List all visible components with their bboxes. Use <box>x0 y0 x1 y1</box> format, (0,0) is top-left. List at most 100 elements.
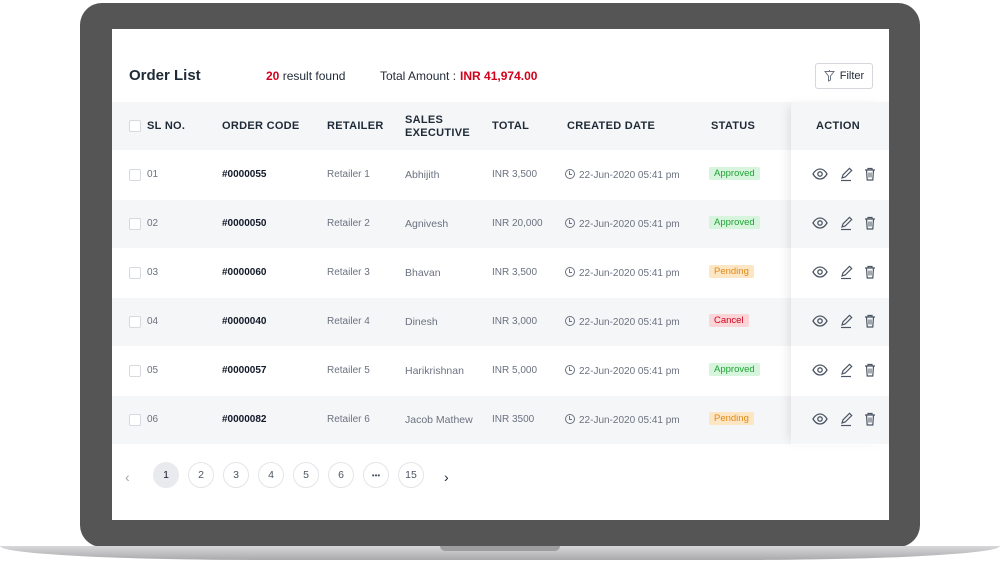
page-4-button[interactable]: 4 <box>258 462 284 488</box>
header-created-date: CREATED DATE <box>567 120 656 132</box>
eye-icon[interactable] <box>812 264 828 280</box>
eye-icon[interactable] <box>812 411 828 427</box>
table-row: 01 #0000055 Retailer 1 Abhijith INR 3,50… <box>112 151 889 199</box>
row-order-code[interactable]: #0000040 <box>222 316 267 327</box>
row-order-code[interactable]: #0000055 <box>222 169 267 180</box>
page-1-button[interactable]: 1 <box>153 462 179 488</box>
header-action-cell: ACTION <box>791 102 889 150</box>
row-sales-executive: Harikrishnan <box>405 365 464 377</box>
trash-icon[interactable] <box>862 215 878 231</box>
row-order-code[interactable]: #0000057 <box>222 365 267 376</box>
row-total: INR 3,000 <box>492 316 538 327</box>
row-order-code[interactable]: #0000060 <box>222 267 267 278</box>
clock-icon <box>565 365 575 375</box>
row-created-date-text: 22-Jun-2020 05:41 pm <box>579 268 680 279</box>
row-total: INR 3,500 <box>492 169 538 180</box>
eye-icon[interactable] <box>812 362 828 378</box>
edit-icon[interactable] <box>838 215 854 231</box>
header-total: TOTAL <box>492 120 530 132</box>
select-all-checkbox[interactable] <box>129 120 141 132</box>
page-title: Order List <box>129 67 201 84</box>
row-sl: 02 <box>147 218 159 229</box>
edit-icon[interactable] <box>838 313 854 329</box>
clock-icon <box>565 169 575 179</box>
row-total: INR 3,500 <box>492 267 538 278</box>
row-checkbox[interactable] <box>129 414 141 426</box>
row-created-date: 22-Jun-2020 05:41 pm <box>565 365 680 377</box>
action-cell <box>791 396 889 444</box>
edit-icon[interactable] <box>838 166 854 182</box>
row-sales-executive: Jacob Mathew <box>405 414 473 426</box>
header-sales-executive: SALES EXECUTIVE <box>405 114 475 140</box>
page-5-button[interactable]: 5 <box>293 462 319 488</box>
chevron-right-icon[interactable]: › <box>444 469 449 485</box>
action-cell <box>791 200 889 248</box>
row-created-date: 22-Jun-2020 05:41 pm <box>565 414 680 426</box>
page-6-button[interactable]: 6 <box>328 462 354 488</box>
filter-icon <box>823 70 835 82</box>
edit-icon[interactable] <box>838 264 854 280</box>
row-total: INR 20,000 <box>492 218 543 229</box>
row-created-date: 22-Jun-2020 05:41 pm <box>565 316 680 328</box>
trash-icon[interactable] <box>862 362 878 378</box>
table-row: 05 #0000057 Retailer 5 Harikrishnan INR … <box>112 347 889 395</box>
action-cell <box>791 347 889 395</box>
row-sl: 05 <box>147 365 159 376</box>
row-order-code[interactable]: #0000050 <box>222 218 267 229</box>
row-sl: 03 <box>147 267 159 278</box>
row-checkbox[interactable] <box>129 169 141 181</box>
row-total: INR 3500 <box>492 414 535 425</box>
row-checkbox[interactable] <box>129 316 141 328</box>
row-retailer: Retailer 4 <box>327 316 370 327</box>
header-bar: Order List 20 result found Total Amount … <box>112 29 889 102</box>
page-2-button[interactable]: 2 <box>188 462 214 488</box>
header-sales-executive-line2: EXECUTIVE <box>405 127 471 139</box>
page-ellipsis[interactable]: ••• <box>363 462 389 488</box>
table-header: SL NO. ORDER CODE RETAILER SALES EXECUTI… <box>112 102 889 150</box>
row-retailer: Retailer 5 <box>327 365 370 376</box>
table-row: 03 #0000060 Retailer 3 Bhavan INR 3,500 … <box>112 249 889 297</box>
row-sl: 01 <box>147 169 159 180</box>
row-total: INR 5,000 <box>492 365 538 376</box>
row-sales-executive: Bhavan <box>405 267 441 279</box>
page-15-button[interactable]: 15 <box>398 462 424 488</box>
header-status: STATUS <box>711 120 756 132</box>
eye-icon[interactable] <box>812 313 828 329</box>
edit-icon[interactable] <box>838 362 854 378</box>
table-row: 04 #0000040 Retailer 4 Dinesh INR 3,000 … <box>112 298 889 346</box>
trash-icon[interactable] <box>862 313 878 329</box>
row-checkbox[interactable] <box>129 267 141 279</box>
action-column: ACTION <box>791 102 889 445</box>
row-retailer: Retailer 6 <box>327 414 370 425</box>
result-number: 20 <box>266 69 280 83</box>
table-row: 06 #0000082 Retailer 6 Jacob Mathew INR … <box>112 396 889 444</box>
row-created-date: 22-Jun-2020 05:41 pm <box>565 218 680 230</box>
row-sales-executive: Agnivesh <box>405 218 449 230</box>
trash-icon[interactable] <box>862 411 878 427</box>
trash-icon[interactable] <box>862 264 878 280</box>
edit-icon[interactable] <box>838 411 854 427</box>
result-count: 20 result found <box>266 69 345 83</box>
header-sl-no: SL NO. <box>147 120 186 132</box>
trash-icon[interactable] <box>862 166 878 182</box>
clock-icon <box>565 316 575 326</box>
row-created-date: 22-Jun-2020 05:41 pm <box>565 267 680 279</box>
laptop-base <box>0 546 1000 560</box>
filter-button[interactable]: Filter <box>815 63 873 89</box>
header-action: ACTION <box>816 120 860 132</box>
action-cell <box>791 249 889 297</box>
row-retailer: Retailer 3 <box>327 267 370 278</box>
row-created-date: 22-Jun-2020 05:41 pm <box>565 169 680 181</box>
chevron-left-icon[interactable]: ‹ <box>125 469 130 485</box>
row-checkbox[interactable] <box>129 218 141 230</box>
eye-icon[interactable] <box>812 166 828 182</box>
eye-icon[interactable] <box>812 215 828 231</box>
status-badge: Cancel <box>709 314 749 327</box>
row-sales-executive: Dinesh <box>405 316 438 328</box>
header-order-code: ORDER CODE <box>222 120 300 132</box>
page-3-button[interactable]: 3 <box>223 462 249 488</box>
row-checkbox[interactable] <box>129 365 141 377</box>
row-created-date-text: 22-Jun-2020 05:41 pm <box>579 366 680 377</box>
row-sales-executive: Abhijith <box>405 169 440 181</box>
row-order-code[interactable]: #0000082 <box>222 414 267 425</box>
